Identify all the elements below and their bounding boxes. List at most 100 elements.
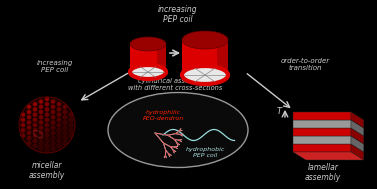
Polygon shape [39, 110, 43, 114]
Polygon shape [51, 130, 55, 135]
Polygon shape [45, 133, 49, 138]
Circle shape [19, 97, 75, 153]
Polygon shape [45, 143, 49, 148]
Polygon shape [39, 136, 43, 140]
Polygon shape [57, 133, 61, 138]
Polygon shape [39, 104, 43, 109]
Polygon shape [51, 99, 55, 104]
Polygon shape [27, 104, 31, 109]
Polygon shape [351, 144, 364, 160]
Polygon shape [39, 99, 43, 104]
Polygon shape [63, 130, 67, 135]
Polygon shape [293, 152, 364, 160]
Polygon shape [69, 123, 73, 127]
Polygon shape [39, 130, 43, 135]
Polygon shape [293, 136, 351, 144]
Polygon shape [63, 115, 67, 120]
Polygon shape [63, 110, 67, 114]
Polygon shape [51, 146, 55, 151]
Polygon shape [351, 128, 364, 144]
Polygon shape [45, 112, 49, 117]
Polygon shape [51, 115, 55, 120]
Polygon shape [157, 44, 166, 72]
Polygon shape [57, 117, 61, 122]
Polygon shape [27, 115, 31, 120]
Polygon shape [27, 130, 31, 135]
Polygon shape [21, 128, 25, 133]
Polygon shape [45, 123, 49, 127]
Polygon shape [63, 104, 67, 109]
Polygon shape [27, 120, 31, 125]
Polygon shape [33, 133, 37, 138]
Polygon shape [33, 117, 37, 122]
Text: micellar
assembly: micellar assembly [29, 161, 65, 180]
Polygon shape [39, 120, 43, 125]
Polygon shape [27, 110, 31, 114]
Polygon shape [63, 120, 67, 125]
Polygon shape [51, 110, 55, 114]
Polygon shape [21, 133, 25, 138]
Polygon shape [51, 136, 55, 140]
Polygon shape [63, 141, 67, 146]
Polygon shape [216, 40, 228, 75]
Ellipse shape [130, 37, 166, 51]
Polygon shape [57, 112, 61, 117]
Polygon shape [45, 107, 49, 112]
Polygon shape [33, 138, 37, 143]
Polygon shape [39, 115, 43, 120]
Text: increasing
PEP coil: increasing PEP coil [37, 60, 73, 73]
Polygon shape [45, 128, 49, 133]
Polygon shape [69, 112, 73, 117]
Polygon shape [21, 123, 25, 127]
Text: cylindrical assemblies
with different cross-sections: cylindrical assemblies with different cr… [128, 78, 222, 91]
Polygon shape [57, 123, 61, 127]
Polygon shape [33, 128, 37, 133]
Text: lamellar
assembly: lamellar assembly [305, 163, 341, 182]
Polygon shape [293, 144, 351, 152]
Polygon shape [51, 141, 55, 146]
Bar [182, 40, 228, 75]
Polygon shape [45, 149, 49, 153]
Polygon shape [69, 117, 73, 122]
Polygon shape [45, 117, 49, 122]
Polygon shape [57, 128, 61, 133]
Text: order-to-order
transition: order-to-order transition [280, 58, 329, 71]
Polygon shape [57, 107, 61, 112]
Polygon shape [33, 102, 37, 107]
Polygon shape [351, 112, 364, 128]
Polygon shape [27, 136, 31, 140]
Polygon shape [21, 112, 25, 117]
Bar [130, 44, 166, 72]
Polygon shape [293, 112, 351, 120]
Polygon shape [351, 136, 364, 152]
Polygon shape [293, 128, 351, 136]
Polygon shape [45, 102, 49, 107]
Text: increasing
PEP coil: increasing PEP coil [158, 5, 198, 24]
Polygon shape [57, 143, 61, 148]
Polygon shape [63, 136, 67, 140]
Polygon shape [57, 138, 61, 143]
Ellipse shape [108, 92, 248, 167]
Text: T: T [276, 108, 282, 116]
Polygon shape [51, 120, 55, 125]
Polygon shape [51, 125, 55, 130]
Polygon shape [57, 102, 61, 107]
Text: hydrophobic
PEP coil: hydrophobic PEP coil [185, 147, 225, 158]
Polygon shape [33, 123, 37, 127]
Polygon shape [33, 112, 37, 117]
Ellipse shape [182, 31, 228, 49]
Polygon shape [45, 138, 49, 143]
Polygon shape [27, 125, 31, 130]
Polygon shape [33, 107, 37, 112]
Ellipse shape [182, 66, 228, 84]
Polygon shape [351, 120, 364, 136]
Polygon shape [33, 143, 37, 148]
Polygon shape [51, 104, 55, 109]
Polygon shape [39, 141, 43, 146]
Polygon shape [27, 141, 31, 146]
Polygon shape [293, 120, 351, 128]
Polygon shape [45, 97, 49, 101]
Polygon shape [69, 133, 73, 138]
Polygon shape [39, 125, 43, 130]
Polygon shape [63, 125, 67, 130]
